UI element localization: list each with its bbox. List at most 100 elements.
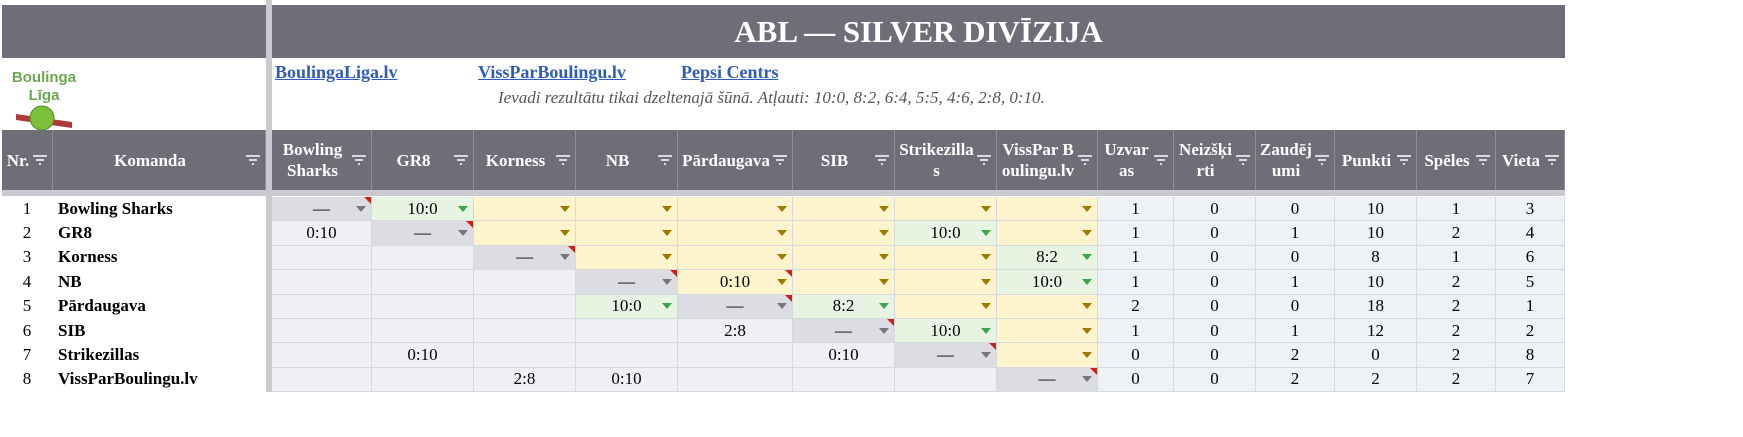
cell-icon [351, 130, 367, 190]
result-cell: — [576, 270, 678, 295]
result-cell [793, 221, 895, 246]
cell-icon [559, 221, 571, 244]
stat-cell: 12 [1335, 319, 1417, 344]
cell-icon [661, 197, 673, 220]
link[interactable]: Pepsi Centrs [681, 62, 779, 82]
stat-cell: 7 [1496, 367, 1565, 393]
result-cell: 10:0 [576, 294, 678, 319]
result-cell [372, 294, 474, 319]
comment-marker [1090, 367, 1097, 375]
cell-icon [878, 246, 890, 269]
result-cell [474, 319, 576, 344]
result-cell [678, 343, 793, 368]
stat-cell: 1 [1256, 270, 1335, 295]
stat-cell: 10 [1335, 270, 1417, 295]
cell-icon [555, 130, 571, 190]
result-cell: 2:8 [474, 367, 576, 393]
column-header: Korness [474, 130, 576, 190]
result-cell: — [474, 245, 576, 271]
result-cell [678, 367, 793, 393]
result-cell [372, 270, 474, 295]
stat-cell: 0 [1174, 294, 1256, 319]
cell-icon [776, 246, 788, 269]
cell-icon [878, 295, 890, 318]
stat-cell: 10 [1335, 221, 1417, 246]
result-cell [272, 270, 372, 295]
row-number: 4 [2, 270, 53, 295]
cell-icon [980, 221, 992, 244]
result-cell [272, 343, 372, 368]
result-cell: 2:8 [678, 319, 793, 344]
team-name: Strikezillas [53, 343, 266, 368]
stat-cell: 1 [1417, 197, 1496, 222]
cell-icon [355, 197, 367, 220]
result-cell [997, 294, 1098, 319]
column-header: Zaudējumi [1256, 130, 1335, 190]
stat-cell: 2 [1098, 294, 1174, 319]
stat-cell: 2 [1417, 270, 1496, 295]
note: Ievadi rezultātu tikai dzeltenajā šūnā. … [498, 88, 1045, 107]
column-header: Nr. [2, 130, 53, 190]
column-header: Pārdaugava [678, 130, 793, 190]
cell-icon [1235, 130, 1251, 190]
row-number: 5 [2, 294, 53, 319]
result-cell [372, 319, 474, 344]
stat-cell: 5 [1496, 270, 1565, 295]
cell-icon [1475, 130, 1491, 190]
stat-cell: 2 [1417, 221, 1496, 246]
column-header: Neizšķirti [1174, 130, 1256, 190]
result-cell [474, 270, 576, 295]
stat-cell: 1 [1417, 245, 1496, 271]
cell-icon [776, 221, 788, 244]
result-cell [793, 367, 895, 393]
column-header: Komanda [53, 130, 266, 190]
comment-marker [887, 319, 894, 326]
cell-icon [1544, 130, 1560, 190]
logo-text: Boulinga [12, 69, 77, 86]
cell-icon [776, 197, 788, 220]
team-name: Pārdaugava [53, 294, 266, 319]
column-header: Strikezillas [895, 130, 997, 190]
cell-icon [980, 295, 992, 318]
cell-icon [1314, 130, 1330, 190]
stat-cell: 1 [1098, 245, 1174, 271]
team-name: Korness [53, 245, 266, 271]
logo-text: Līga [29, 87, 60, 104]
cell-icon [245, 130, 261, 190]
row-number: 6 [2, 319, 53, 344]
cell-icon [1077, 130, 1093, 190]
cell-icon [980, 270, 992, 293]
result-cell: 8:2 [793, 294, 895, 319]
result-cell: 0:10 [793, 343, 895, 368]
cell-icon [1081, 246, 1093, 269]
column-header: NB [576, 130, 678, 190]
result-cell: 10:0 [895, 221, 997, 246]
cell-icon [559, 246, 571, 269]
result-cell [678, 221, 793, 246]
row-number: 8 [2, 367, 53, 393]
result-cell [272, 294, 372, 319]
cell-icon [980, 343, 992, 366]
stat-cell: 1 [1098, 221, 1174, 246]
result-cell: 0:10 [576, 367, 678, 393]
row-number: 2 [2, 221, 53, 246]
result-cell [576, 197, 678, 222]
team-name: SIB [53, 319, 266, 344]
result-cell: — [793, 319, 895, 344]
cell-icon [1396, 130, 1412, 190]
link[interactable]: BoulingaLiga.lv [275, 62, 398, 82]
stat-cell: 6 [1496, 245, 1565, 271]
cell-icon [1081, 368, 1093, 391]
column-header: Bowling Sharks [272, 130, 372, 190]
stat-cell: 3 [1496, 197, 1565, 222]
header-separator [2, 190, 1565, 196]
result-cell [372, 245, 474, 271]
stat-cell: 2 [1417, 319, 1496, 344]
link[interactable]: VissParBoulingu.lv [478, 62, 626, 82]
cell-icon [878, 221, 890, 244]
result-cell [474, 343, 576, 368]
result-cell [895, 294, 997, 319]
stat-cell: 2 [1496, 319, 1565, 344]
cell-icon [772, 130, 788, 190]
